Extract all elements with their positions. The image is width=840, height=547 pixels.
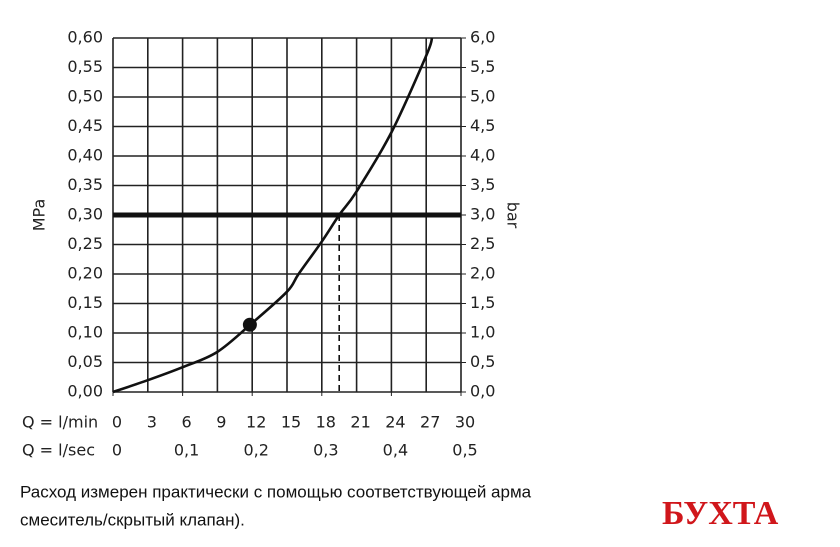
x-tick-label: 27 <box>420 413 440 432</box>
curve <box>112 37 434 394</box>
y-tick-label: 0,55 <box>67 57 103 76</box>
y2-tick-label: 2,0 <box>470 264 495 283</box>
caption: смеситель/скрытый клапан). <box>20 510 245 529</box>
y-tick-label: 0,20 <box>67 264 103 283</box>
y2-tick-label: 5,5 <box>470 57 495 76</box>
y-tick-label: 0,05 <box>67 352 103 371</box>
x-tick-label: 12 <box>246 413 266 432</box>
y-tick-label: 0,35 <box>67 175 103 194</box>
y2-tick-label: 0,5 <box>470 352 495 371</box>
y2-tick-label: 3,0 <box>470 205 495 224</box>
x2-axis-label: Q = l/sec <box>22 441 95 460</box>
y-axis-label: MPa <box>30 199 49 232</box>
y2-tick-label: 4,0 <box>470 146 495 165</box>
y2-axis-label: bar <box>504 202 523 229</box>
y2-tick-label: 5,0 <box>470 87 495 106</box>
x-tick-label: 3 <box>147 413 157 432</box>
x2-tick-label: 0,3 <box>313 441 338 460</box>
x-tick-label: 24 <box>385 413 405 432</box>
y2-tick-label: 1,0 <box>470 323 495 342</box>
caption: Расход измерен практически с помощью соо… <box>20 482 532 501</box>
y2-tick-label: 0,0 <box>470 382 495 401</box>
x-tick-label: 18 <box>316 413 336 432</box>
y2-tick-label: 2,5 <box>470 234 495 253</box>
y-tick-label: 0,40 <box>67 146 103 165</box>
y-tick-label: 0,60 <box>67 28 103 47</box>
y2-tick-label: 6,0 <box>470 28 495 47</box>
operating-point <box>242 317 257 332</box>
x-tick-label: 0 <box>112 413 122 432</box>
y-tick-label: 0,45 <box>67 116 103 135</box>
y-tick-label: 0,00 <box>67 382 103 401</box>
x2-tick-label: 0 <box>112 441 122 460</box>
y-tick-label: 0,15 <box>67 293 103 312</box>
x2-tick-label: 0,1 <box>174 441 199 460</box>
x-tick-label: 21 <box>350 413 370 432</box>
y-tick-label: 0,30 <box>67 205 103 224</box>
x-tick-label: 15 <box>281 413 301 432</box>
y2-tick-label: 4,5 <box>470 116 495 135</box>
x-tick-label: 30 <box>455 413 475 432</box>
y-tick-label: 0,50 <box>67 87 103 106</box>
y2-tick-label: 1,5 <box>470 293 495 312</box>
y-tick-label: 0,25 <box>67 234 103 253</box>
x-tick-label: 6 <box>182 413 192 432</box>
x2-tick-label: 0,2 <box>243 441 268 460</box>
y-tick-label: 0,10 <box>67 323 103 342</box>
watermark: БУХТА <box>662 495 779 532</box>
x-tick-label: 9 <box>216 413 226 432</box>
x2-tick-label: 0,4 <box>383 441 408 460</box>
x2-tick-label: 0,5 <box>452 441 477 460</box>
y2-tick-label: 3,5 <box>470 175 495 194</box>
x-axis-label: Q = l/min <box>22 413 98 432</box>
